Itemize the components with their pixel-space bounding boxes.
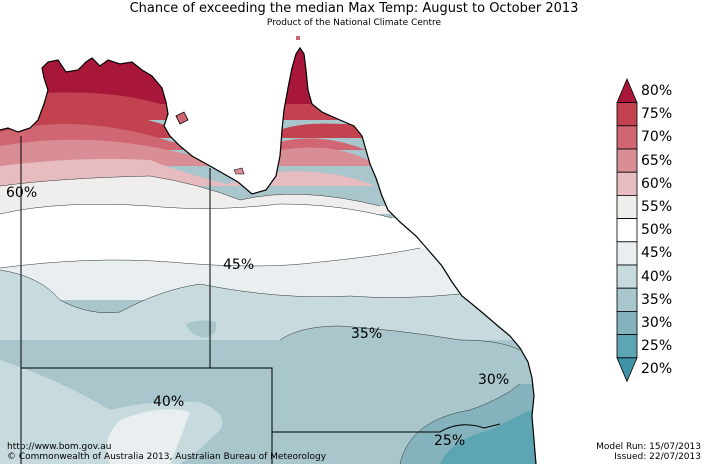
legend-label: 50%	[641, 222, 673, 239]
legend-label: 80%	[641, 83, 673, 99]
map-label-25: 25%	[434, 433, 466, 449]
state-border	[272, 423, 501, 433]
map-label-30: 30%	[478, 372, 510, 388]
legend-label: 30%	[641, 315, 673, 331]
legend-swatch	[616, 241, 638, 266]
map-label-35: 35%	[351, 326, 383, 342]
legend-label: 25%	[641, 338, 673, 355]
contour-lines	[0, 175, 521, 464]
legend-swatch	[616, 218, 638, 243]
source-url[interactable]: http://www.bom.gov.au	[7, 442, 112, 452]
map-label-40: 40%	[153, 394, 185, 410]
map-subtitle: Product of the National Climate Centre	[266, 18, 442, 28]
legend-swatch	[616, 264, 638, 289]
legend-swatch	[616, 357, 638, 383]
island	[175, 111, 189, 125]
legend-label: 20%	[641, 361, 673, 378]
legend-swatch	[616, 171, 638, 196]
legend-colorbar	[616, 78, 638, 383]
map-title: Chance of exceeding the median Max Temp:…	[129, 1, 579, 16]
legend-swatch	[616, 334, 638, 359]
model-run-date: Model Run: 15/07/2013	[596, 442, 701, 452]
legend: 80% 75% 70% 65% 60% 55% 50% 45% 40% 35% 30% 25% 20%	[615, 78, 705, 388]
legend-label: 45%	[641, 245, 673, 262]
legend-label: 40%	[641, 268, 673, 285]
legend-label: 70%	[641, 129, 673, 146]
legend-swatch	[616, 195, 638, 220]
legend-swatch	[616, 287, 638, 312]
legend-label: 65%	[641, 152, 673, 169]
copyright-notice: © Commonwealth of Australia 2013, Austra…	[7, 452, 327, 462]
legend-label: 60%	[641, 175, 673, 192]
legend-label: 75%	[641, 106, 673, 123]
coastline	[0, 46, 537, 464]
legend-swatch	[616, 148, 638, 173]
map-label-45: 45%	[223, 257, 255, 273]
legend-label: 55%	[641, 199, 673, 215]
legend-swatch	[616, 78, 638, 104]
island	[233, 167, 245, 175]
island	[296, 36, 300, 40]
legend-swatch	[616, 102, 638, 127]
legend-swatch	[616, 310, 638, 335]
map-label-60: 60%	[6, 185, 38, 201]
legend-label: 35%	[641, 291, 673, 308]
legend-swatch	[616, 125, 638, 150]
issued-date: Issued: 22/07/2013	[614, 452, 701, 462]
